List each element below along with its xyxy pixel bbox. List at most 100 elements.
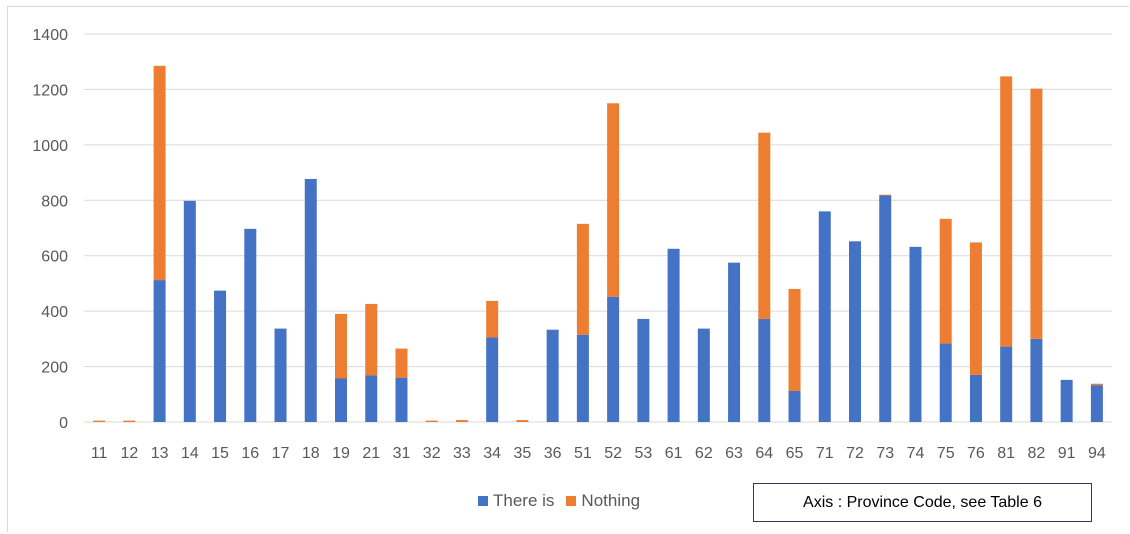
legend-label-nothing: Nothing <box>581 491 641 510</box>
bar-there-is-63 <box>728 262 741 422</box>
bar-there-is-17 <box>274 328 287 422</box>
bar-nothing-35 <box>516 420 529 422</box>
legend-item-nothing: Nothing <box>566 491 640 511</box>
bar-there-is-65 <box>788 390 801 422</box>
x-tick-label: 13 <box>151 445 169 462</box>
x-tick-label: 11 <box>91 445 108 462</box>
x-tick-label: 82 <box>1028 445 1046 462</box>
x-tick-label: 64 <box>755 445 773 462</box>
bar-there-is-91 <box>1060 379 1073 422</box>
bar-nothing-65 <box>788 288 801 391</box>
bar-there-is-19 <box>335 378 347 422</box>
x-tick-label: 52 <box>604 445 622 462</box>
x-tick-label: 71 <box>816 445 834 462</box>
axis-note-box: Axis : Province Code, see Table 6 <box>753 483 1092 522</box>
bar-nothing-64 <box>758 132 771 319</box>
bar-nothing-31 <box>395 348 408 378</box>
bar-there-is-73 <box>879 195 892 422</box>
y-tick-label: 1000 <box>32 138 68 155</box>
bar-there-is-71 <box>818 211 831 422</box>
bar-nothing-94 <box>1090 383 1103 386</box>
bar-there-is-21 <box>365 375 378 422</box>
bar-there-is-13 <box>153 280 166 422</box>
x-tick-label: 36 <box>544 445 562 462</box>
chart-frame <box>7 6 1129 532</box>
bar-nothing-32 <box>425 420 438 422</box>
x-tick-label: 19 <box>332 445 350 462</box>
bar-nothing-82 <box>1030 88 1043 339</box>
x-tick-label: 31 <box>393 445 411 462</box>
x-tick-label: 16 <box>241 445 259 462</box>
legend: There is Nothing <box>478 491 652 511</box>
bar-there-is-14 <box>183 200 196 422</box>
bar-there-is-81 <box>1000 346 1013 422</box>
x-tick-label: 91 <box>1058 445 1076 462</box>
x-tick-label: 81 <box>997 445 1015 462</box>
bar-there-is-76 <box>969 374 982 422</box>
bar-nothing-73 <box>879 194 892 196</box>
bar-there-is-52 <box>607 296 620 422</box>
bar-there-is-53 <box>637 318 650 422</box>
y-tick-label: 1400 <box>32 27 68 44</box>
x-tick-label: 73 <box>876 445 894 462</box>
grid-lines <box>84 33 1112 423</box>
legend-swatch-nothing <box>566 496 577 506</box>
bar-there-is-62 <box>697 328 710 422</box>
bar-nothing-52 <box>607 103 620 297</box>
bar-nothing-34 <box>486 300 499 338</box>
axis-note-text: Axis : Province Code, see Table 6 <box>803 493 1042 511</box>
x-tick-label: 65 <box>786 445 804 462</box>
bar-series <box>93 65 1103 422</box>
bar-nothing-19 <box>335 313 347 379</box>
x-tick-label: 61 <box>665 445 683 462</box>
x-tick-label: 15 <box>211 445 229 462</box>
y-tick-label: 1200 <box>32 82 68 99</box>
x-tick-label: 94 <box>1088 445 1106 462</box>
bar-nothing-81 <box>1000 76 1013 347</box>
bar-nothing-11 <box>93 420 106 422</box>
x-tick-label: 75 <box>937 445 955 462</box>
bar-there-is-16 <box>244 228 257 422</box>
bar-there-is-31 <box>395 377 408 422</box>
y-tick-label: 0 <box>59 415 68 432</box>
bar-there-is-74 <box>909 246 922 422</box>
x-axis-tick-labels: 11 12 13 14 15 16 17 18 19 21 31 32 33 34 35 36 51 52 53 61… <box>91 445 1106 462</box>
bar-there-is-36 <box>546 329 559 422</box>
bar-nothing-75 <box>939 218 952 344</box>
x-tick-label: 76 <box>967 445 985 462</box>
y-axis-tick-labels: 0 200 400 600 800 1000 1200 1400 <box>32 27 68 432</box>
x-tick-label: 63 <box>725 445 743 462</box>
x-tick-label: 12 <box>120 445 138 462</box>
x-tick-label: 35 <box>514 445 532 462</box>
bar-there-is-15 <box>214 290 227 422</box>
x-tick-label: 51 <box>574 445 592 462</box>
bar-there-is-75 <box>939 343 952 422</box>
x-tick-label: 32 <box>423 445 441 462</box>
x-tick-label: 21 <box>362 445 380 462</box>
bar-there-is-18 <box>304 178 317 422</box>
bar-there-is-61 <box>667 248 680 422</box>
x-tick-label: 62 <box>695 445 713 462</box>
x-tick-label: 53 <box>634 445 652 462</box>
bar-nothing-51 <box>576 223 589 335</box>
bar-there-is-64 <box>758 318 771 422</box>
y-tick-label: 800 <box>41 193 68 210</box>
bar-there-is-94 <box>1090 385 1103 422</box>
y-tick-label: 600 <box>41 249 68 266</box>
bar-nothing-13 <box>153 65 166 281</box>
x-tick-label: 72 <box>846 445 864 462</box>
bar-there-is-34 <box>486 337 499 422</box>
x-tick-label: 74 <box>907 445 925 462</box>
x-tick-label: 17 <box>272 445 290 462</box>
bar-there-is-72 <box>849 241 861 422</box>
legend-item-there-is: There is <box>478 491 554 511</box>
x-tick-label: 33 <box>453 445 471 462</box>
x-tick-label: 34 <box>483 445 501 462</box>
bar-nothing-12 <box>123 420 136 422</box>
bar-nothing-21 <box>365 303 378 376</box>
legend-label-there-is: There is <box>493 491 555 510</box>
y-tick-label: 200 <box>41 360 68 377</box>
bar-there-is-51 <box>576 334 589 422</box>
bar-nothing-76 <box>969 242 982 375</box>
